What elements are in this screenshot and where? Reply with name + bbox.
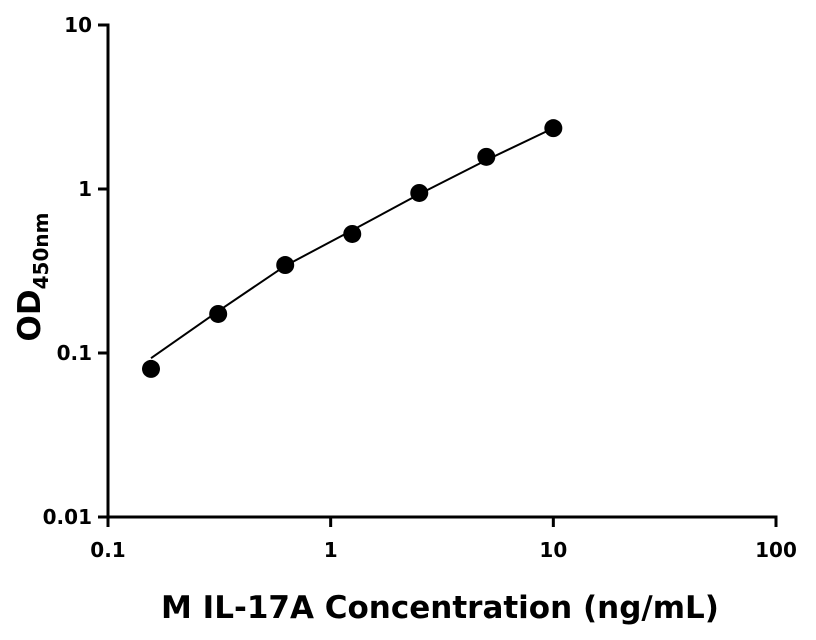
data-point bbox=[276, 256, 295, 275]
y-tick-label: 0.01 bbox=[43, 505, 92, 529]
x-axis-label: M IL-17A Concentration (ng/mL) bbox=[161, 590, 719, 626]
data-point bbox=[477, 147, 496, 166]
x-tick-label: 100 bbox=[755, 538, 797, 562]
x-tick-label: 0.1 bbox=[90, 538, 125, 562]
x-tick-label: 10 bbox=[539, 538, 567, 562]
data-point bbox=[343, 224, 362, 243]
y-axis-label-subscript: 450nm bbox=[29, 213, 53, 290]
data-point bbox=[209, 304, 228, 323]
y-tick-label: 0.1 bbox=[57, 341, 92, 365]
data-point bbox=[142, 359, 161, 378]
y-tick-label: 10 bbox=[64, 13, 92, 37]
x-tick-label: 1 bbox=[324, 538, 338, 562]
data-point bbox=[544, 119, 563, 138]
y-tick-label: 1 bbox=[78, 177, 92, 201]
data-point bbox=[410, 183, 429, 202]
y-axis-label-main: OD bbox=[12, 289, 48, 341]
y-axis-label: OD450nm bbox=[12, 213, 53, 342]
